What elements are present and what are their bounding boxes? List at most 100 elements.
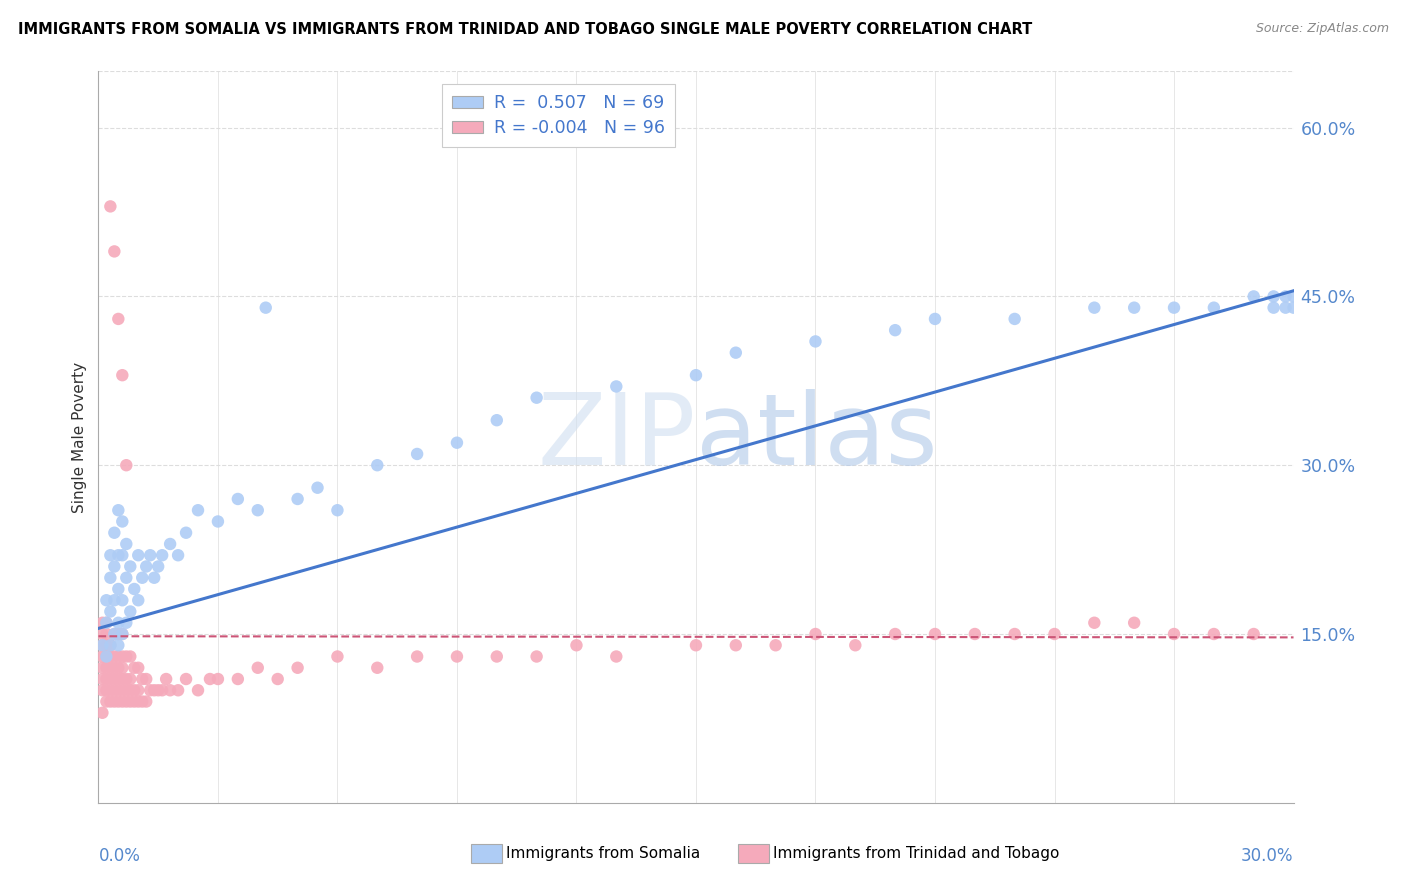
Point	[91, 638, 114, 652]
Point	[884, 627, 907, 641]
Point	[804, 334, 827, 349]
Point	[96, 649, 118, 664]
Text: Immigrants from Somalia: Immigrants from Somalia	[506, 847, 700, 861]
Point	[526, 649, 548, 664]
Point	[526, 391, 548, 405]
Point	[174, 672, 197, 686]
Point	[127, 694, 149, 708]
Point	[103, 649, 125, 664]
Point	[1263, 301, 1285, 315]
Point	[120, 605, 142, 619]
Point	[96, 615, 118, 630]
Point	[96, 593, 118, 607]
Point	[98, 683, 122, 698]
Point	[96, 683, 118, 698]
Point	[1263, 289, 1285, 303]
Point	[724, 638, 747, 652]
Point	[1243, 627, 1265, 641]
Point	[98, 672, 122, 686]
Point	[565, 638, 588, 652]
Point	[111, 548, 134, 562]
Point	[187, 503, 209, 517]
Point	[103, 672, 125, 686]
Point	[91, 638, 114, 652]
Point	[1202, 301, 1225, 315]
Point	[307, 481, 329, 495]
Point	[884, 323, 907, 337]
Point	[963, 627, 986, 641]
Point	[685, 638, 707, 652]
Text: 0.0%: 0.0%	[98, 847, 141, 865]
Point	[135, 559, 157, 574]
Point	[111, 627, 134, 641]
Point	[91, 615, 114, 630]
Point	[111, 683, 134, 698]
Point	[207, 672, 229, 686]
Point	[167, 548, 190, 562]
Point	[103, 559, 125, 574]
Text: IMMIGRANTS FROM SOMALIA VS IMMIGRANTS FROM TRINIDAD AND TOBAGO SINGLE MALE POVER: IMMIGRANTS FROM SOMALIA VS IMMIGRANTS FR…	[18, 22, 1032, 37]
Point	[98, 694, 122, 708]
Point	[103, 593, 125, 607]
Point	[111, 368, 134, 383]
Point	[143, 683, 166, 698]
Point	[96, 694, 118, 708]
Point	[1004, 627, 1026, 641]
Point	[115, 649, 138, 664]
Point	[120, 559, 142, 574]
Point	[148, 683, 170, 698]
Point	[91, 706, 114, 720]
Point	[287, 491, 309, 506]
Point	[96, 649, 118, 664]
Point	[124, 683, 146, 698]
Point	[107, 503, 129, 517]
Point	[605, 649, 627, 664]
Point	[124, 661, 146, 675]
Point	[724, 345, 747, 359]
Point	[139, 548, 162, 562]
Point	[124, 694, 146, 708]
Point	[1282, 301, 1305, 315]
Point	[226, 672, 249, 686]
Point	[107, 649, 129, 664]
Point	[765, 638, 787, 652]
Point	[605, 379, 627, 393]
Point	[485, 413, 508, 427]
Point	[98, 638, 122, 652]
Point	[111, 627, 134, 641]
Point	[135, 694, 157, 708]
Point	[107, 615, 129, 630]
Point	[1274, 301, 1296, 315]
Point	[150, 683, 173, 698]
Point	[98, 571, 122, 585]
Text: atlas: atlas	[696, 389, 938, 485]
Point	[103, 525, 125, 540]
Point	[143, 571, 166, 585]
Point	[103, 627, 125, 641]
Point	[1123, 615, 1146, 630]
Point	[111, 515, 134, 529]
Point	[198, 672, 221, 686]
Point	[120, 672, 142, 686]
Point	[326, 503, 349, 517]
Point	[924, 627, 946, 641]
Point	[120, 694, 142, 708]
Point	[111, 593, 134, 607]
Point	[98, 638, 122, 652]
Point	[115, 537, 138, 551]
Point	[446, 435, 468, 450]
Point	[131, 571, 153, 585]
Point	[127, 661, 149, 675]
Point	[107, 683, 129, 698]
Point	[174, 525, 197, 540]
Point	[159, 683, 181, 698]
Point	[103, 627, 125, 641]
Point	[187, 683, 209, 698]
Point	[207, 515, 229, 529]
Text: ZIP: ZIP	[537, 389, 696, 485]
Point	[844, 638, 866, 652]
Point	[96, 627, 118, 641]
Point	[804, 627, 827, 641]
Point	[98, 661, 122, 675]
Point	[103, 683, 125, 698]
